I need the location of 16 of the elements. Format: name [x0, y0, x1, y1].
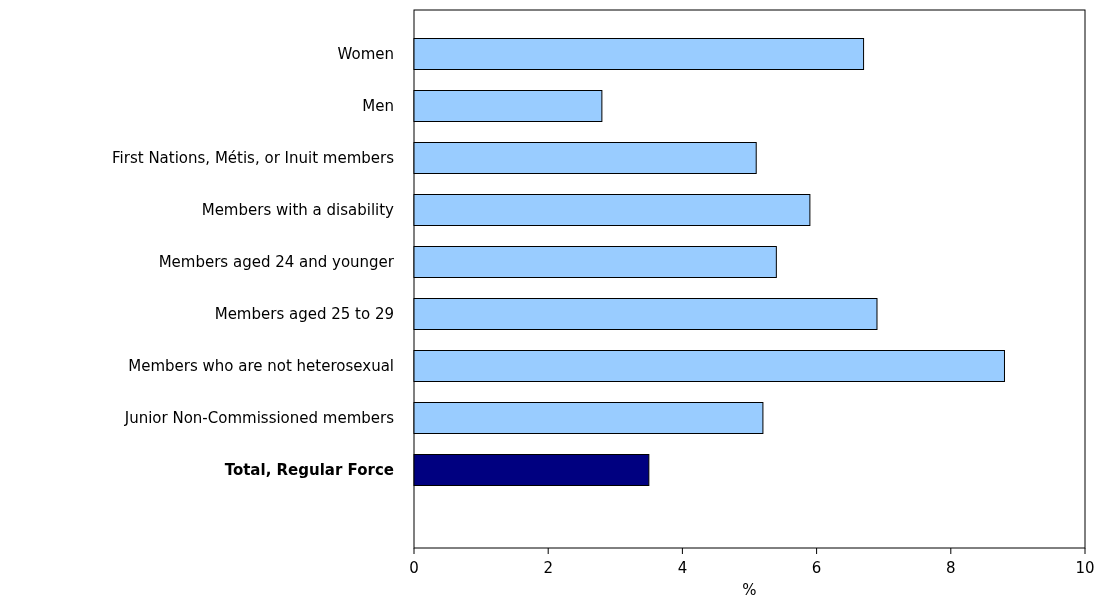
y-tick-label: Members aged 25 to 29 [214, 305, 394, 324]
y-tick-label: Members aged 24 and younger [158, 253, 395, 272]
y-tick-label: First Nations, Métis, or Inuit members [112, 149, 395, 168]
x-tick-label: 0 [409, 559, 419, 577]
x-tick-label: 10 [1075, 559, 1095, 577]
x-tick-label: 6 [811, 559, 822, 577]
y-tick-label: Junior Non-Commissioned members [123, 409, 395, 428]
x-tick-label: 4 [677, 559, 688, 577]
x-axis-title: % [742, 581, 757, 599]
y-tick-label: Members who are not heterosexual [128, 357, 394, 376]
x-tick-label: 2 [543, 559, 553, 577]
y-tick-label: Members with a disability [201, 201, 395, 220]
x-tick-label: 8 [946, 559, 956, 577]
y-tick-label: Total, Regular Force [224, 461, 394, 480]
y-tick-label: Women [337, 45, 394, 64]
y-tick-label: Men [362, 97, 394, 116]
